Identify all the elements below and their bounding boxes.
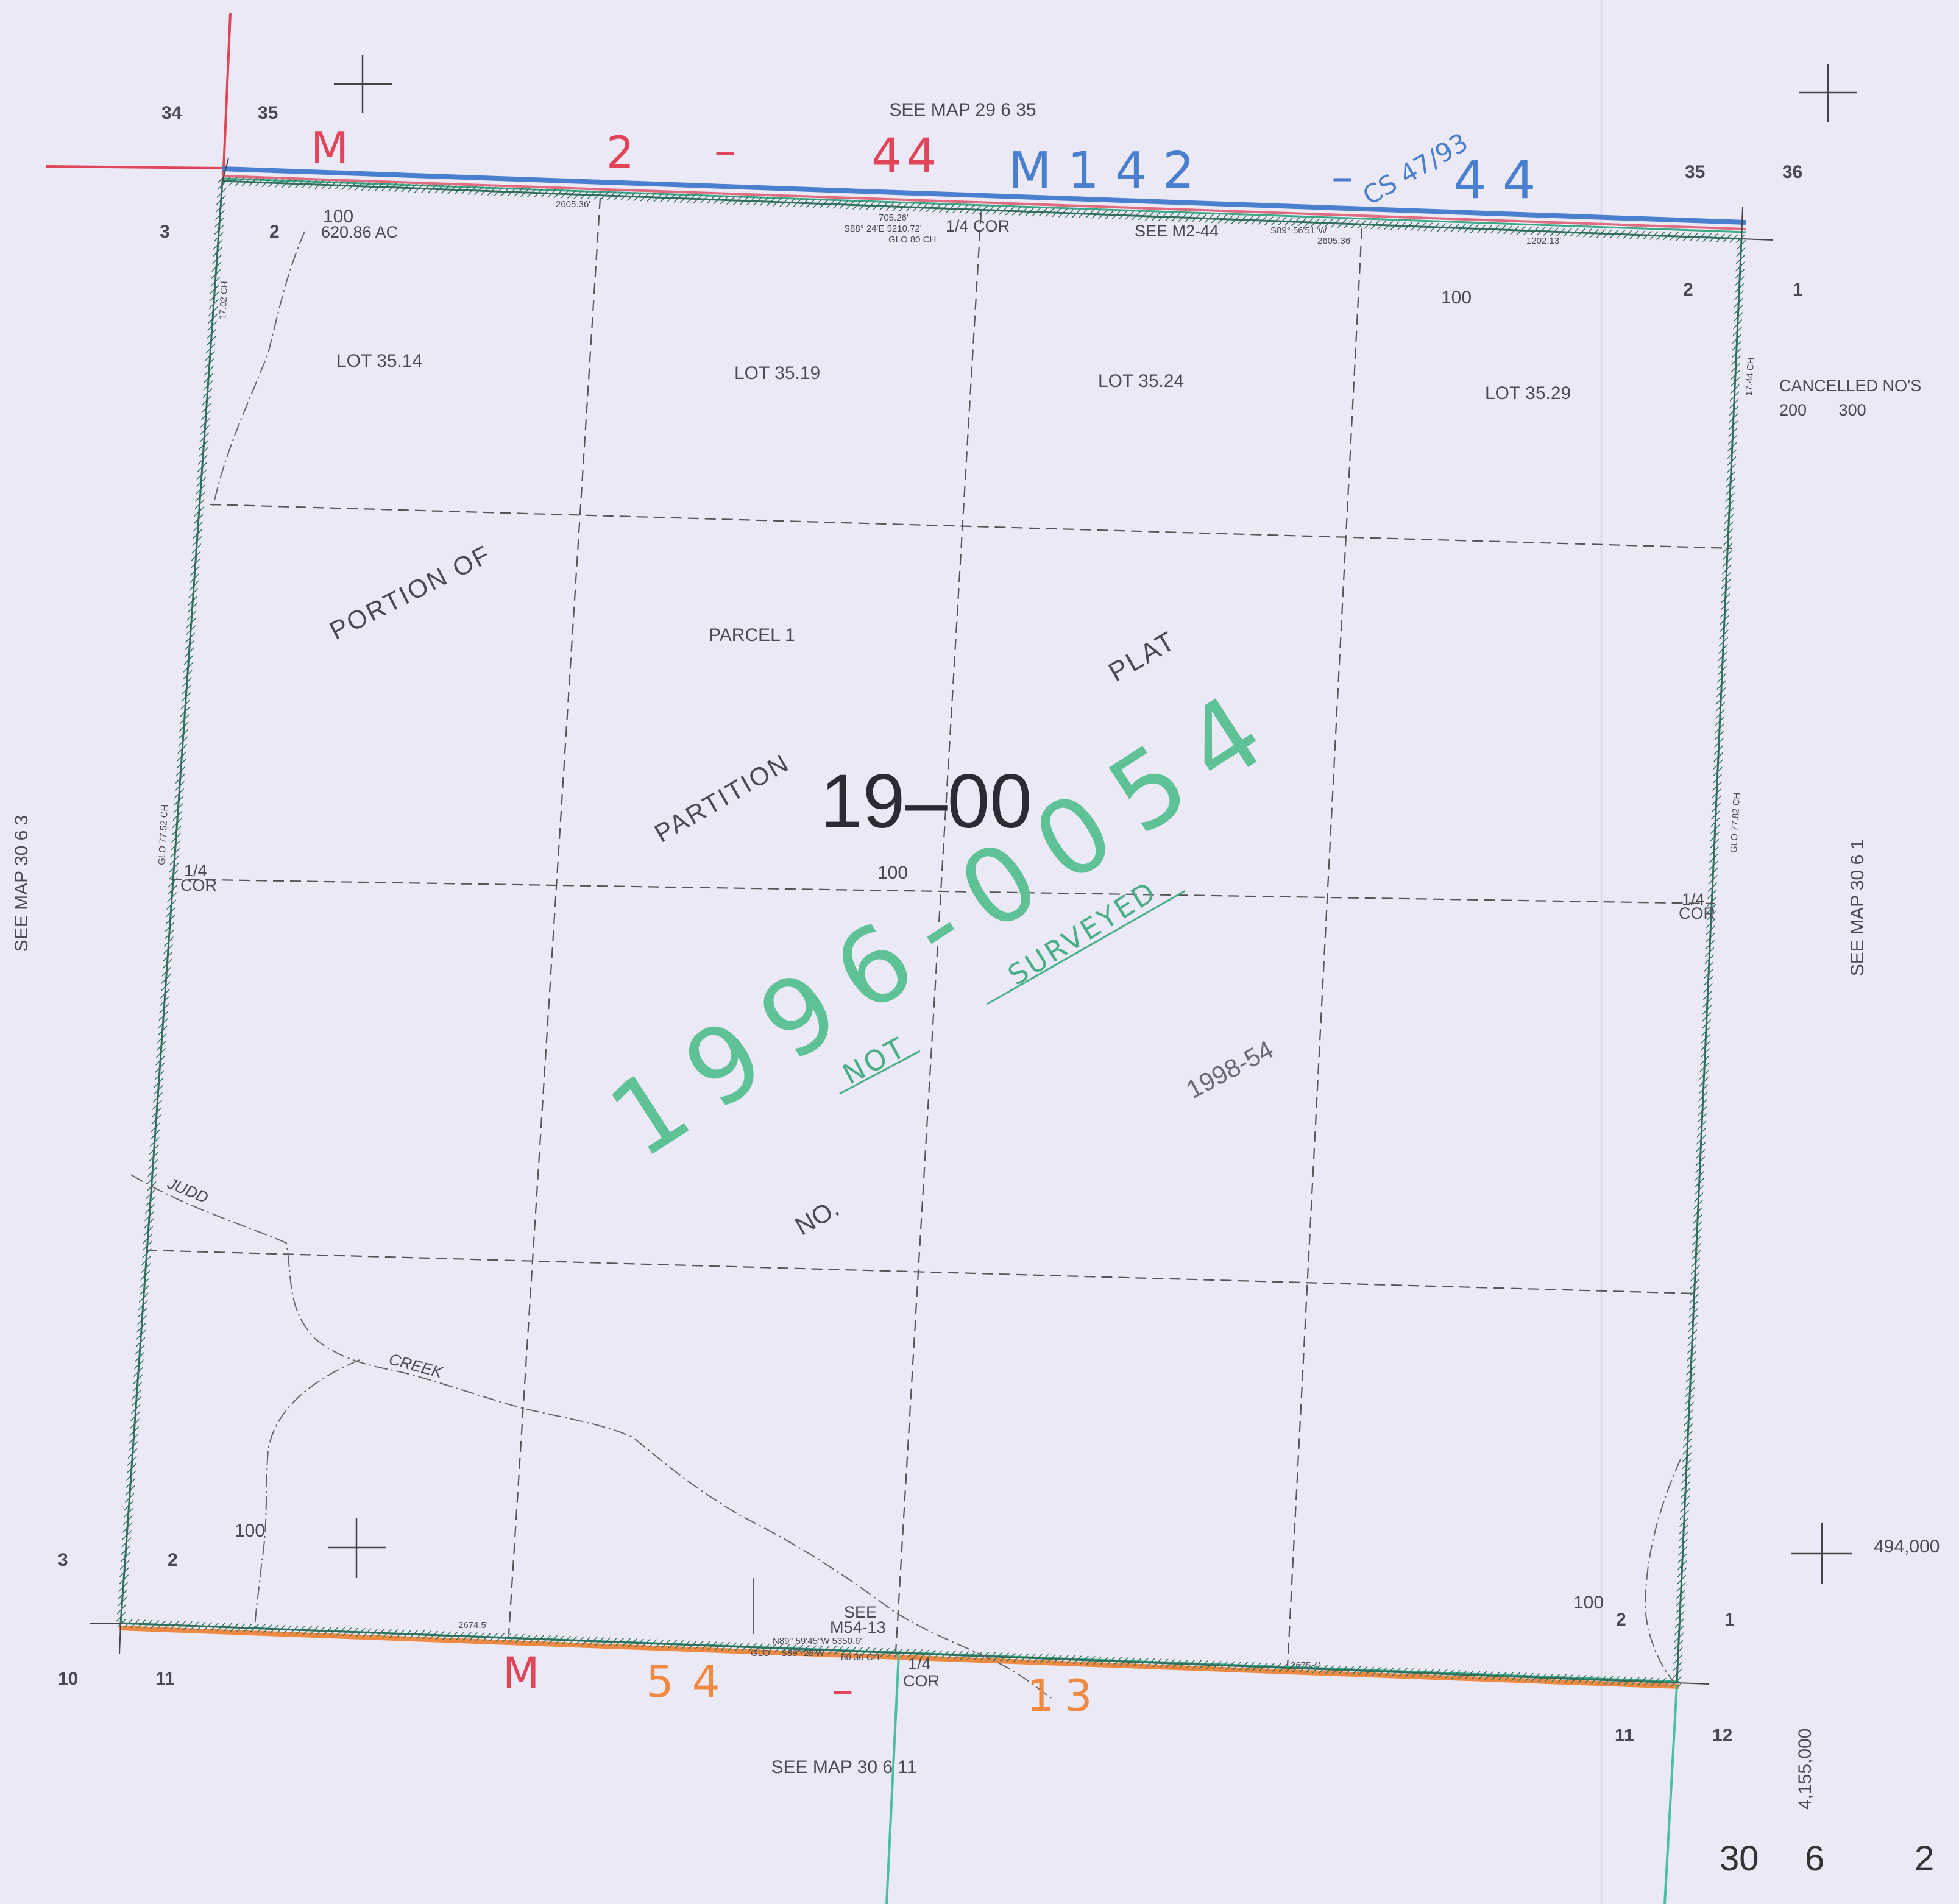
bottom-green-vertical-2 xyxy=(1665,1685,1677,1904)
ref-see-m2-44: SEE M2-44 xyxy=(1135,222,1219,240)
svg-text:3: 3 xyxy=(58,1550,68,1570)
ref-bottom-quarter: 1/4 xyxy=(908,1655,931,1673)
label-partition: PARTITION xyxy=(650,748,795,848)
svg-text:80.30 CH: 80.30 CH xyxy=(841,1652,879,1663)
svg-text:2: 2 xyxy=(1616,1610,1626,1630)
svg-text:11: 11 xyxy=(1615,1725,1634,1746)
corner-tick-ne xyxy=(1741,239,1773,240)
top-red-vertical xyxy=(223,13,230,183)
corner-tick-ne-v xyxy=(1741,207,1743,239)
ref-m54-13: M54-13 xyxy=(830,1618,886,1637)
svg-text:S88° 24'E 5210.72': S88° 24'E 5210.72' xyxy=(844,224,922,234)
hand-top-dash: – xyxy=(714,125,736,176)
taxlot-100-se: 100 xyxy=(1573,1593,1604,1613)
svg-text:705.26': 705.26' xyxy=(879,213,909,223)
hand-bottom-m: M xyxy=(503,1648,539,1698)
svg-text:36: 36 xyxy=(1782,162,1802,182)
cancelled-nums: 200 300 xyxy=(1779,401,1866,419)
ref-west-cor: COR xyxy=(180,876,217,894)
svg-text:12: 12 xyxy=(1712,1725,1732,1746)
margin-left-ref: SEE MAP 30 6 3 xyxy=(12,815,32,952)
lot-label-4: LOT 35.29 xyxy=(1485,383,1571,403)
hand-bottom-dash: – xyxy=(832,1664,854,1715)
coord-x: 494,000 xyxy=(1874,1537,1940,1557)
ref-top-quarter-cor: 1/4 COR xyxy=(946,217,1010,235)
creek-judd: JUDD xyxy=(165,1173,211,1206)
taxlot-acreage: 620.86 AC xyxy=(321,223,398,241)
svg-text:S89° 56'51"W: S89° 56'51"W xyxy=(1270,225,1327,236)
hand-top-m142: M142 xyxy=(1008,142,1210,200)
svg-text:2605.36': 2605.36' xyxy=(556,199,590,210)
svg-text:1202.13': 1202.13' xyxy=(1526,236,1561,246)
corner-tick-se xyxy=(1677,1683,1709,1684)
svg-text:34: 34 xyxy=(161,103,182,123)
hand-top-44b: 44 xyxy=(1453,150,1551,211)
margin-bottom-ref: SEE MAP 30 6 11 xyxy=(771,1757,916,1777)
taxlot-100-ne: 100 xyxy=(1441,288,1472,308)
svg-text:GLO 77.52 CH: GLO 77.52 CH xyxy=(157,804,170,865)
lot-label-3: LOT 35.24 xyxy=(1098,371,1184,391)
lot-label-2: LOT 35.19 xyxy=(734,363,820,383)
svg-text:17.02 CH: 17.02 CH xyxy=(218,281,230,320)
monument-mark xyxy=(753,1578,754,1634)
bottom-green-vertical-1 xyxy=(887,1654,899,1904)
svg-text:3: 3 xyxy=(160,222,170,242)
top-red-line xyxy=(46,166,224,168)
hand-top-dash2: – xyxy=(1331,151,1353,202)
hand-top-44: 44 xyxy=(871,129,941,184)
svg-text:S89° 28'W: S89° 28'W xyxy=(781,1648,824,1658)
label-plat: PLAT xyxy=(1103,626,1181,688)
stamp-year-number: 1996-0054 xyxy=(590,660,1304,1182)
label-portion-of: PORTION OF xyxy=(325,539,495,645)
lot-label-1: LOT 35.14 xyxy=(336,351,422,371)
svg-text:35: 35 xyxy=(258,103,278,123)
svg-text:2605.36': 2605.36' xyxy=(1317,236,1352,246)
svg-text:11: 11 xyxy=(155,1669,175,1689)
svg-text:N89° 59'45"W 5350.6': N89° 59'45"W 5350.6' xyxy=(773,1636,862,1646)
cancelled-title: CANCELLED NO'S xyxy=(1779,377,1921,395)
hand-bottom-13: 13 xyxy=(1027,1670,1102,1721)
margin-right-ref: SEE MAP 30 6 1 xyxy=(1847,840,1868,977)
svg-text:GLO 80 CH: GLO 80 CH xyxy=(888,235,936,245)
svg-text:35: 35 xyxy=(1685,162,1705,182)
ref-bottom-cor: COR xyxy=(903,1672,940,1690)
pencil-note: 1998-54 xyxy=(1181,1035,1278,1104)
hand-top-2: 2 xyxy=(606,127,634,178)
svg-text:1: 1 xyxy=(1724,1610,1735,1630)
hand-top-m: M xyxy=(311,122,349,174)
map-id-section: 2 xyxy=(1915,1839,1934,1878)
label-no: NO. xyxy=(790,1193,844,1240)
svg-text:GLO 77.82 CH: GLO 77.82 CH xyxy=(1729,792,1742,853)
coord-y: 4,155,000 xyxy=(1795,1729,1815,1810)
taxlot-100-sw: 100 xyxy=(235,1521,265,1541)
ref-east-cor: COR xyxy=(1679,904,1715,922)
svg-text:10: 10 xyxy=(58,1669,78,1689)
hand-bottom-54: 54 xyxy=(646,1656,739,1707)
svg-text:1: 1 xyxy=(1793,280,1803,300)
parcel-label: PARCEL 1 xyxy=(709,625,795,645)
creek-name: CREEK xyxy=(387,1350,445,1382)
svg-text:17.44 CH: 17.44 CH xyxy=(1744,357,1756,396)
svg-text:2674.5': 2674.5' xyxy=(458,1620,488,1630)
svg-text:2: 2 xyxy=(269,222,280,242)
map-id-range: 6 xyxy=(1805,1839,1824,1878)
map-id-township: 30 xyxy=(1720,1839,1759,1878)
svg-text:2675.4': 2675.4' xyxy=(1291,1660,1320,1671)
svg-text:GLO: GLO xyxy=(751,1648,770,1658)
margin-top-ref: SEE MAP 29 6 35 xyxy=(889,100,1036,120)
svg-text:2: 2 xyxy=(168,1550,178,1570)
svg-text:2: 2 xyxy=(1683,280,1693,300)
